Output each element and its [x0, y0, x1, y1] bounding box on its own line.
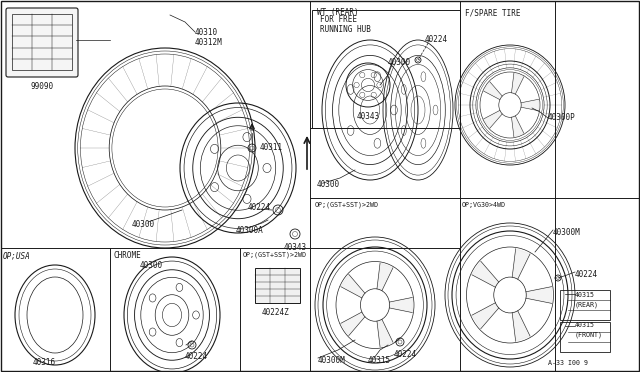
Text: 40300A: 40300A	[236, 226, 264, 235]
Polygon shape	[472, 303, 499, 329]
Text: 40224: 40224	[185, 352, 208, 361]
Text: RUNNING HUB: RUNNING HUB	[320, 25, 371, 34]
Text: 99090: 99090	[31, 82, 54, 91]
Text: (FRONT): (FRONT)	[575, 332, 603, 339]
Polygon shape	[526, 287, 552, 303]
Text: 40300M: 40300M	[318, 356, 346, 365]
Text: OP;(GST+SST)>2WD: OP;(GST+SST)>2WD	[243, 251, 307, 257]
Text: 40224Z: 40224Z	[262, 308, 290, 317]
Text: 40343: 40343	[356, 112, 380, 121]
FancyBboxPatch shape	[6, 8, 78, 77]
Bar	[12, 14, 72, 70]
Polygon shape	[521, 99, 539, 111]
Text: 40310: 40310	[195, 28, 218, 37]
Bar	[560, 290, 610, 320]
Polygon shape	[340, 275, 365, 298]
Text: CHROME: CHROME	[113, 251, 141, 260]
Polygon shape	[377, 263, 393, 291]
Text: 40224: 40224	[394, 350, 417, 359]
Text: 40311: 40311	[260, 142, 283, 151]
Polygon shape	[389, 298, 412, 312]
Text: WT (REAR): WT (REAR)	[317, 8, 358, 17]
Polygon shape	[512, 311, 530, 341]
Text: 40300: 40300	[140, 261, 163, 270]
Text: OP;(GST+SST)>2WD: OP;(GST+SST)>2WD	[315, 202, 379, 208]
Polygon shape	[340, 312, 365, 336]
Text: OP;USA: OP;USA	[3, 251, 31, 260]
Text: 40224: 40224	[248, 203, 271, 212]
Text: OP;VG30>4WD: OP;VG30>4WD	[462, 202, 506, 208]
Text: 40300: 40300	[388, 58, 411, 67]
Text: 40312M: 40312M	[195, 38, 223, 47]
Text: 40224: 40224	[575, 270, 598, 279]
Text: F/SPARE TIRE: F/SPARE TIRE	[465, 8, 520, 17]
Text: 40343: 40343	[284, 243, 307, 252]
Polygon shape	[472, 261, 499, 287]
Polygon shape	[484, 82, 502, 100]
Polygon shape	[511, 116, 524, 137]
Text: 40300P: 40300P	[548, 113, 576, 122]
Text: 40315: 40315	[575, 322, 595, 328]
Text: 40300M: 40300M	[553, 228, 580, 237]
Polygon shape	[512, 249, 530, 279]
Text: FOR FREE: FOR FREE	[320, 15, 357, 24]
Bar	[312, 10, 460, 128]
Polygon shape	[511, 73, 524, 94]
Text: A-33 I00 9: A-33 I00 9	[548, 360, 588, 366]
Text: 40224: 40224	[425, 35, 448, 44]
Bar	[255, 268, 300, 303]
Polygon shape	[484, 110, 502, 128]
Bar	[560, 322, 610, 352]
Text: (REAR): (REAR)	[575, 302, 599, 308]
Text: 40315: 40315	[575, 292, 595, 298]
Text: 40300: 40300	[132, 220, 155, 229]
Polygon shape	[377, 319, 393, 347]
Text: 40300: 40300	[317, 180, 340, 189]
Text: 40316: 40316	[33, 358, 56, 367]
Text: 40315: 40315	[368, 356, 391, 365]
